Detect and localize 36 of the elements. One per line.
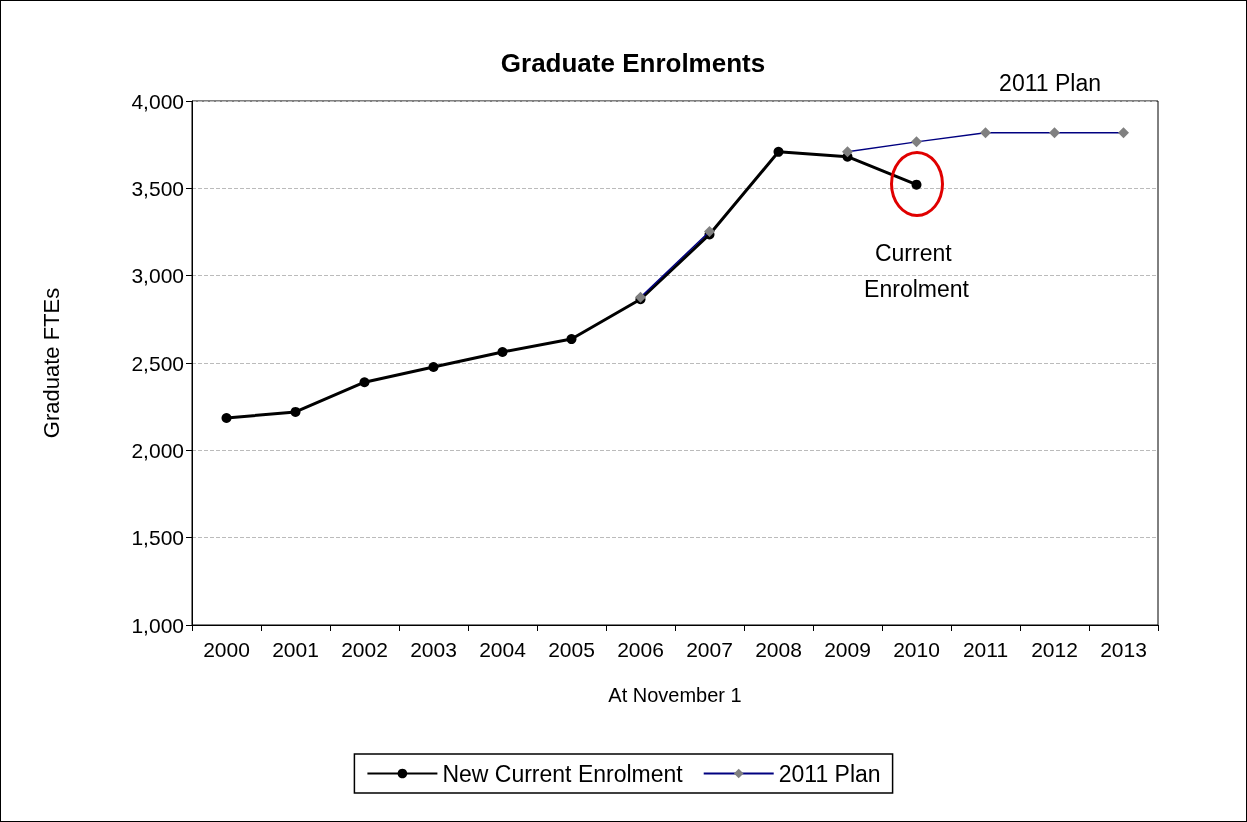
- y-axis-title: Graduate FTEs: [38, 287, 64, 439]
- y-tick-label: 3,000: [131, 264, 184, 288]
- x-tick-label: 2006: [617, 638, 664, 661]
- x-tick-label: 2001: [272, 638, 319, 661]
- x-axis-title: At November 1: [608, 684, 742, 706]
- chart-title: Graduate Enrolments: [500, 48, 766, 78]
- point: [221, 413, 232, 424]
- point: [911, 179, 922, 190]
- y-tick-label: 2,500: [131, 351, 184, 375]
- legend-label: New Current Enrolment: [442, 760, 684, 787]
- x-tick-label: 2007: [686, 638, 733, 661]
- x-tick-label: 2005: [548, 638, 595, 661]
- y-tick-label: 1,500: [131, 526, 184, 550]
- y-tick-label: 3,500: [131, 176, 184, 200]
- point: [773, 146, 784, 157]
- x-tick-label: 2008: [755, 638, 802, 661]
- x-tick-label: 2000: [203, 638, 250, 661]
- legend-label: 2011 Plan: [778, 760, 881, 787]
- point: [428, 362, 439, 373]
- x-tick-label: 2009: [824, 638, 871, 661]
- y-tick-label: 4,000: [131, 89, 184, 113]
- point: [359, 377, 370, 388]
- point: [290, 406, 301, 417]
- text: 2011 Plan: [999, 69, 1102, 96]
- point: [497, 347, 508, 357]
- x-tick-label: 2013: [1100, 638, 1147, 661]
- y-tick-label: 1,000: [131, 613, 184, 637]
- x-tick-label: 2010: [893, 638, 940, 661]
- x-tick-label: 2002: [341, 638, 388, 661]
- x-tick-label: 2012: [1031, 638, 1078, 661]
- x-tick-label: 2004: [479, 638, 527, 661]
- point: [566, 334, 577, 345]
- y-tick-label: 2,000: [131, 438, 184, 462]
- x-tick-label: 2011: [962, 638, 1009, 661]
- annotation: Current Enrolment: [864, 239, 970, 302]
- x-tick-label: 2003: [410, 638, 457, 661]
